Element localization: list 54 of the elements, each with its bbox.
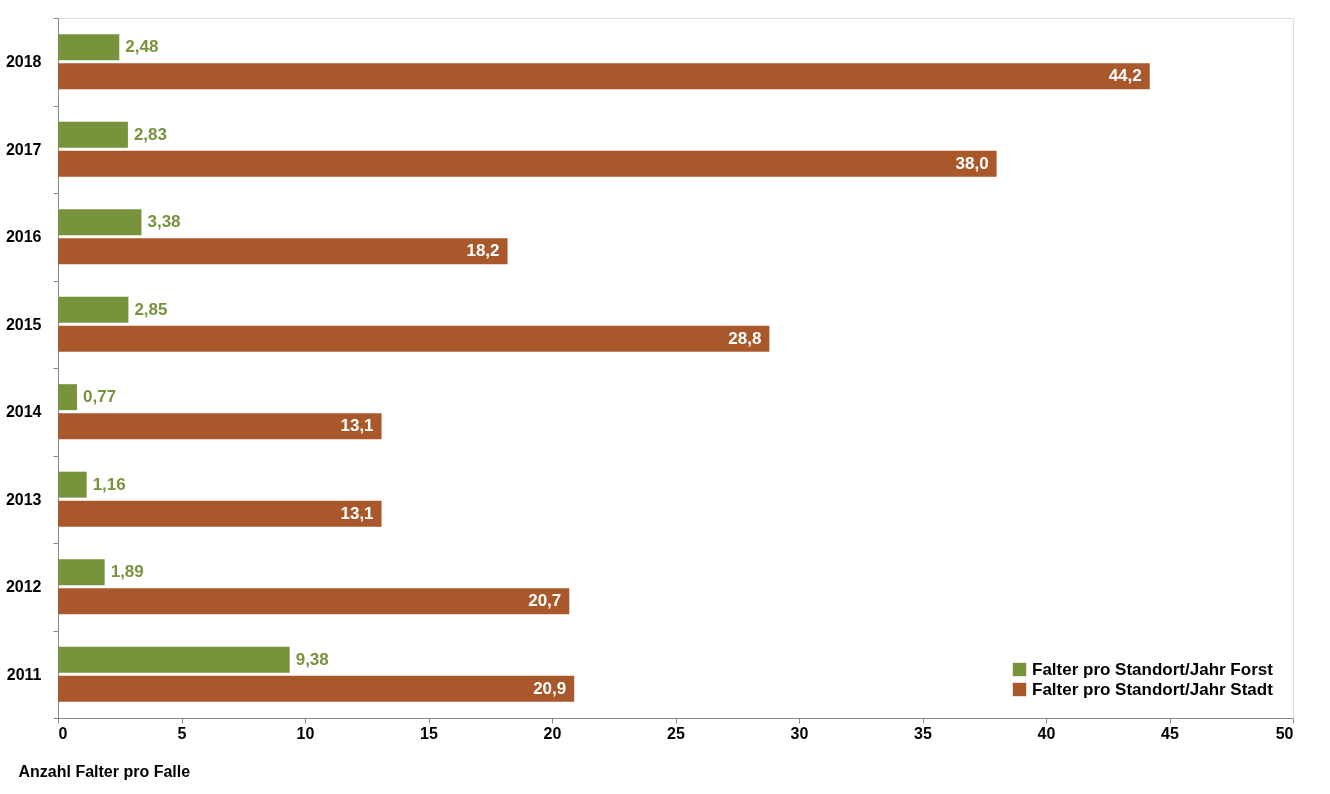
data-label: 13,1 bbox=[340, 503, 374, 523]
x-tick-label: 0 bbox=[58, 724, 68, 742]
bar bbox=[58, 34, 120, 61]
x-tick-label: 25 bbox=[667, 724, 685, 742]
data-label: 20,7 bbox=[528, 591, 562, 611]
bar bbox=[58, 500, 382, 527]
bar bbox=[58, 646, 290, 673]
data-label: 44,2 bbox=[1108, 66, 1142, 86]
x-tick-label: 15 bbox=[420, 724, 438, 742]
bar bbox=[58, 209, 142, 236]
bar bbox=[58, 296, 129, 323]
data-label: 2,48 bbox=[125, 37, 159, 57]
x-tick-label: 20 bbox=[543, 724, 562, 742]
data-label: 28,8 bbox=[728, 328, 762, 348]
bar bbox=[58, 150, 997, 177]
data-label: 2,83 bbox=[133, 124, 167, 144]
bar bbox=[58, 471, 87, 498]
x-axis-title: Anzahl Falter pro Falle bbox=[18, 762, 191, 780]
x-tick-label: 10 bbox=[296, 724, 315, 742]
bar bbox=[58, 559, 105, 586]
data-label: 38,0 bbox=[955, 153, 989, 173]
y-tick-label: 2018 bbox=[5, 53, 42, 71]
y-tick-label: 2011 bbox=[6, 665, 42, 683]
y-tick-label: 2014 bbox=[5, 403, 42, 421]
bar bbox=[58, 121, 128, 148]
data-label: 0,77 bbox=[83, 387, 117, 407]
y-tick-label: 2013 bbox=[5, 490, 42, 508]
x-tick-label: 50 bbox=[1275, 724, 1294, 742]
data-label: 9,38 bbox=[295, 649, 329, 669]
data-label: 1,16 bbox=[92, 474, 126, 494]
bar bbox=[58, 384, 78, 411]
data-label: 1,89 bbox=[110, 562, 144, 582]
data-label: 2,85 bbox=[134, 299, 168, 319]
legend-label: Falter pro Standort/Jahr Forst bbox=[1032, 659, 1274, 679]
bar bbox=[58, 325, 770, 352]
bar bbox=[58, 63, 1150, 90]
bar bbox=[58, 675, 575, 702]
data-label: 13,1 bbox=[340, 416, 374, 436]
x-tick-label: 35 bbox=[914, 724, 932, 742]
y-tick-label: 2012 bbox=[5, 578, 42, 596]
x-tick-label: 5 bbox=[177, 724, 187, 742]
y-tick-label: 2015 bbox=[5, 315, 42, 333]
x-tick-label: 40 bbox=[1037, 724, 1056, 742]
x-tick-label: 30 bbox=[790, 724, 809, 742]
bar bbox=[58, 238, 508, 265]
legend-label: Falter pro Standort/Jahr Stadt bbox=[1032, 679, 1274, 699]
y-tick-label: 2017 bbox=[5, 140, 42, 158]
y-tick-label: 2016 bbox=[5, 228, 42, 246]
bar bbox=[58, 588, 570, 615]
data-label: 20,9 bbox=[533, 678, 567, 698]
data-label: 18,2 bbox=[466, 241, 500, 261]
data-label: 3,38 bbox=[147, 212, 181, 232]
bar bbox=[58, 413, 382, 440]
x-tick-label: 45 bbox=[1161, 724, 1179, 742]
